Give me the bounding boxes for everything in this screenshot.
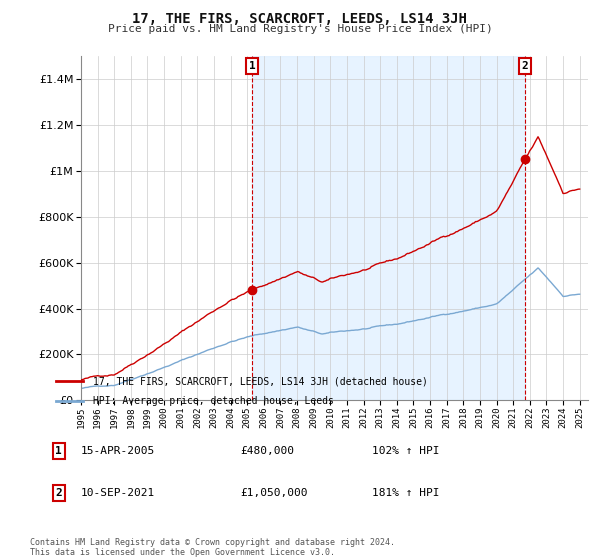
Text: 1: 1 [249,61,256,71]
Text: 15-APR-2005: 15-APR-2005 [81,446,155,456]
Text: Price paid vs. HM Land Registry's House Price Index (HPI): Price paid vs. HM Land Registry's House … [107,24,493,34]
Text: HPI: Average price, detached house, Leeds: HPI: Average price, detached house, Leed… [92,396,334,406]
Text: £1,050,000: £1,050,000 [240,488,308,498]
Bar [252,56,525,400]
Text: 17, THE FIRS, SCARCROFT, LEEDS, LS14 3JH: 17, THE FIRS, SCARCROFT, LEEDS, LS14 3JH [133,12,467,26]
Text: Contains HM Land Registry data © Crown copyright and database right 2024.
This d: Contains HM Land Registry data © Crown c… [30,538,395,557]
Text: 2: 2 [55,488,62,498]
Text: 10-SEP-2021: 10-SEP-2021 [81,488,155,498]
Text: £480,000: £480,000 [240,446,294,456]
Text: 181% ↑ HPI: 181% ↑ HPI [372,488,439,498]
Text: 102% ↑ HPI: 102% ↑ HPI [372,446,439,456]
Text: 17, THE FIRS, SCARCROFT, LEEDS, LS14 3JH (detached house): 17, THE FIRS, SCARCROFT, LEEDS, LS14 3JH… [92,376,427,386]
Text: 1: 1 [55,446,62,456]
Text: 2: 2 [521,61,529,71]
